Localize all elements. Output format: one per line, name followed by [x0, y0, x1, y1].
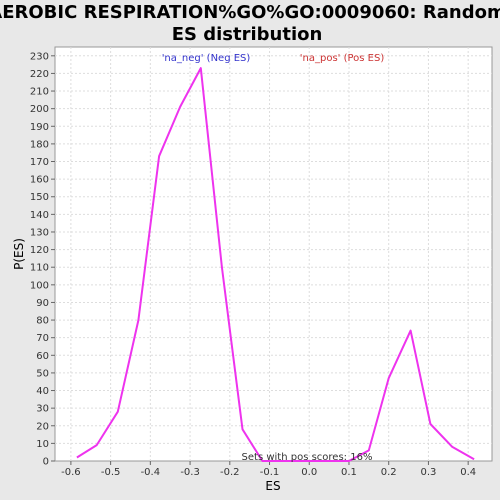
chart-title-line2: ES distribution — [172, 24, 323, 45]
y-tick-label: 190 — [30, 122, 49, 133]
x-tick-label: 0.0 — [301, 467, 317, 478]
x-axis-label: ES — [265, 479, 280, 493]
y-tick-label: 210 — [30, 87, 49, 98]
y-tick-label: 10 — [36, 439, 49, 450]
series-line — [76, 67, 475, 462]
x-tick-label: -0.4 — [141, 467, 161, 478]
y-tick-label: 120 — [30, 245, 49, 256]
y-tick-label: 130 — [30, 227, 49, 238]
y-tick-label: 40 — [36, 386, 49, 397]
x-tick-label: 0.2 — [381, 467, 397, 478]
y-tick-label: 30 — [36, 404, 49, 415]
y-tick-label: 70 — [36, 333, 49, 344]
legend-entry-neg: 'na_neg' (Neg ES) — [162, 53, 251, 64]
x-tick-label: -0.6 — [61, 467, 81, 478]
x-tick-label: 0.1 — [341, 467, 357, 478]
y-tick-label: 20 — [36, 421, 49, 432]
y-tick-label: 150 — [30, 192, 49, 203]
annotation-pos-scores: Sets with pos scores: 16% — [242, 452, 373, 463]
y-tick-label: 220 — [30, 69, 49, 80]
x-tick-label: -0.1 — [260, 467, 280, 478]
y-tick-label: 80 — [36, 316, 49, 327]
y-tick-label: 110 — [30, 263, 49, 274]
y-tick-label: 180 — [30, 139, 49, 150]
plot-area — [54, 46, 493, 462]
x-tick-label: 0.3 — [420, 467, 436, 478]
y-tick-label: 140 — [30, 210, 49, 221]
x-tick-label: -0.2 — [220, 467, 240, 478]
y-tick-label: 160 — [30, 175, 49, 186]
y-tick-label: 170 — [30, 157, 49, 168]
chart-title-line1: AEROBIC RESPIRATION%GO%GO:0009060: Rando… — [0, 2, 500, 23]
x-tick-label: -0.5 — [101, 467, 121, 478]
y-tick-label: 230 — [30, 51, 49, 62]
series — [76, 67, 475, 462]
legend-entry-pos: 'na_pos' (Pos ES) — [300, 53, 385, 64]
y-axis-label: P(ES) — [12, 238, 26, 270]
x-tick-label: -0.3 — [180, 467, 200, 478]
x-tick-label: 0.4 — [460, 467, 476, 478]
axes: 0 10 20 30 40 50 60 70 80 90 100 110 120 130 140 150 160… — [30, 51, 476, 478]
y-tick-label: 90 — [36, 298, 49, 309]
y-tick-label: 100 — [30, 280, 49, 291]
y-tick-label: 60 — [36, 351, 49, 362]
grid — [55, 47, 492, 461]
y-tick-label: 0 — [43, 457, 49, 468]
y-tick-label: 50 — [36, 368, 49, 379]
y-tick-label: 200 — [30, 104, 49, 115]
